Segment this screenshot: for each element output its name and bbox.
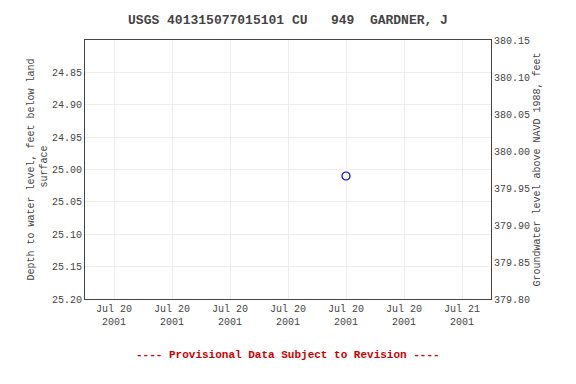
svg-text:379.95: 379.95 <box>494 184 530 195</box>
svg-text:380.05: 380.05 <box>494 110 530 121</box>
svg-text:Jul 212001: Jul 212001 <box>444 304 480 328</box>
svg-text:25.10: 25.10 <box>52 230 82 241</box>
svg-text:Jul 202001: Jul 202001 <box>154 304 190 328</box>
svg-text:24.95: 24.95 <box>52 133 82 144</box>
svg-text:---- Provisional Data Subject: ---- Provisional Data Subject to Revisio… <box>136 349 440 361</box>
svg-text:Jul 202001: Jul 202001 <box>212 304 248 328</box>
svg-text:Jul 202001: Jul 202001 <box>386 304 422 328</box>
svg-text:379.80: 379.80 <box>494 295 530 306</box>
svg-text:Jul 202001: Jul 202001 <box>96 304 132 328</box>
svg-text:25.20: 25.20 <box>52 295 82 306</box>
svg-text:380.10: 380.10 <box>494 73 530 84</box>
svg-text:25.05: 25.05 <box>52 197 82 208</box>
svg-text:379.85: 379.85 <box>494 258 530 269</box>
svg-text:Jul 202001: Jul 202001 <box>328 304 364 328</box>
svg-text:380.15: 380.15 <box>494 36 530 47</box>
svg-text:380.00: 380.00 <box>494 147 530 158</box>
svg-text:Groundwater level above NAVD 1: Groundwater level above NAVD 1988, feet <box>532 52 543 286</box>
svg-text:379.90: 379.90 <box>494 221 530 232</box>
svg-text:Depth to water level, feet bel: Depth to water level, feet below land su… <box>26 58 50 280</box>
svg-text:24.85: 24.85 <box>52 68 82 79</box>
svg-text:25.00: 25.00 <box>52 165 82 176</box>
svg-text:USGS 401315077015101 CU 949: USGS 401315077015101 CU 949 GARDNER, J <box>128 13 448 28</box>
svg-text:25.15: 25.15 <box>52 262 82 273</box>
svg-text:24.90: 24.90 <box>52 100 82 111</box>
svg-text:Jul 202001: Jul 202001 <box>270 304 306 328</box>
